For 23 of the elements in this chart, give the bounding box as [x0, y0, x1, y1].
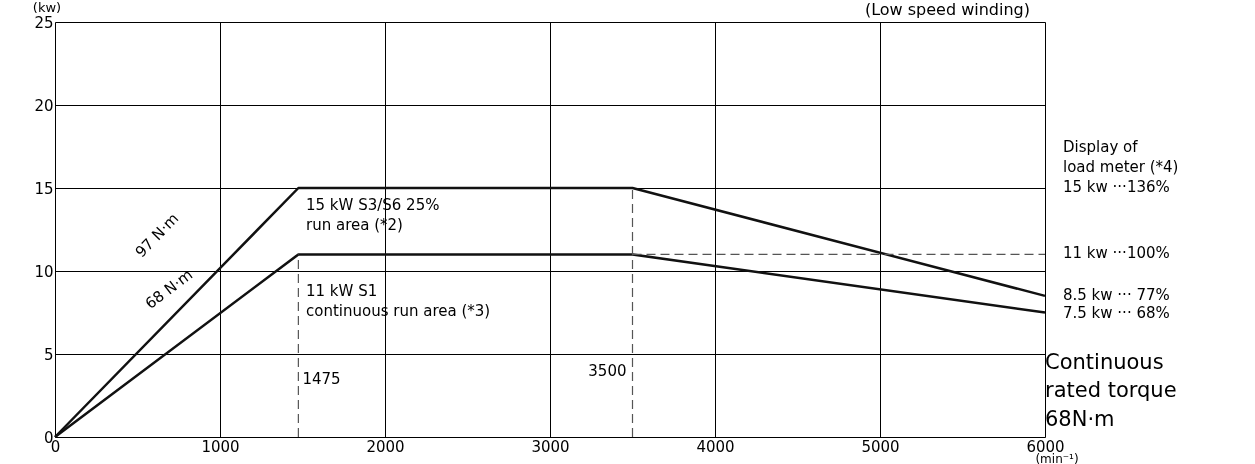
- x-tick-label: 1000: [201, 437, 240, 456]
- x-tick-label: 2000: [366, 437, 405, 456]
- text: 15 kw ···136%: [1063, 178, 1170, 196]
- text: 11 kw ···100%: [1063, 244, 1170, 262]
- y-tick-label: 15: [34, 179, 54, 198]
- annotation: 3500: [588, 361, 627, 380]
- text: 8.5 kw ··· 77%: [1063, 286, 1170, 304]
- y-tick-label: 10: [34, 262, 54, 281]
- annotation: 68 N·m: [141, 265, 197, 313]
- y-axis-title: (kw): [32, 0, 62, 15]
- y-tick-label: 20: [34, 96, 54, 115]
- x-axis-title: (min⁻¹): [1035, 452, 1079, 464]
- annotation: 97 N·m: [131, 209, 183, 262]
- annotation: 1475: [302, 369, 341, 388]
- x-tick-label: 3000: [531, 437, 570, 456]
- text: (Low speed winding): [864, 0, 1030, 19]
- text: Display of load meter (*4): [1063, 138, 1179, 177]
- annotation: Continuous rated torque 68N·m: [1045, 350, 1177, 431]
- x-tick-label: 4000: [696, 437, 735, 456]
- y-tick-label: 25: [34, 13, 54, 32]
- x-tick-label: 5000: [861, 437, 900, 456]
- text: 7.5 kw ··· 68%: [1063, 304, 1170, 322]
- y-tick-label: 5: [43, 345, 54, 364]
